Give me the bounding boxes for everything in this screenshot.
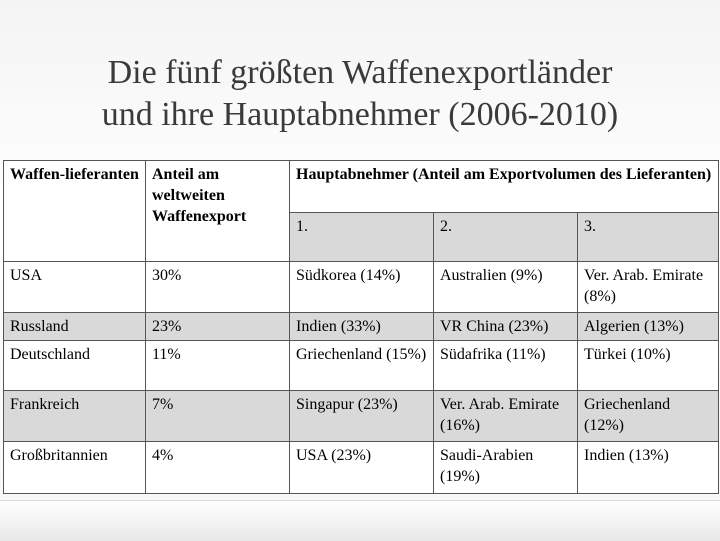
subheader-row: 1. 2. 3. — [4, 212, 719, 262]
table-cell: Saudi-Arabien (19%) — [433, 441, 578, 494]
title-line: Die fünf größten Waffenexportländer — [107, 54, 613, 91]
page-edge — [0, 500, 720, 541]
table-cell: Ver. Arab. Emirate (8%) — [577, 261, 719, 313]
slide-title: Die fünf größten Waffenexportländer und … — [0, 52, 720, 136]
data-row: Frankreich 7% Singapur (23%) Ver. Arab. Emi… — [3, 390, 719, 442]
table-cell: Griechenland (12%) — [577, 390, 719, 442]
table-cell: Frankreich — [3, 390, 146, 442]
table-cell: Türkei (10%) — [577, 340, 719, 391]
table-cell: Deutschland — [3, 340, 146, 391]
subheader-cell: 3. — [577, 212, 719, 262]
table-cell: Russland — [3, 312, 146, 341]
table-cell: USA (23%) — [289, 441, 434, 494]
table-cell: Australien (9%) — [433, 261, 578, 313]
table-cell: Indien (13%) — [577, 441, 719, 494]
table-cell: 23% — [145, 312, 290, 341]
table-cell: Singapur (23%) — [289, 390, 434, 442]
table-cell: Griechenland (15%) — [289, 340, 434, 391]
table-cell: 7% — [145, 390, 290, 442]
table-cell: Südkorea (14%) — [289, 261, 434, 313]
header-row: Waffen-lieferanten Anteil am weltweiten … — [3, 160, 719, 262]
data-row: USA 30% Südkorea (14%) Australien (9%) Ver. … — [3, 261, 719, 313]
data-row: Großbritannien 4% USA (23%) Saudi-Arabien (… — [3, 441, 719, 494]
subheader-cell: 2. — [433, 212, 578, 262]
header-cell: Hauptabnehmer (Anteil am Exportvolumen d… — [289, 160, 719, 213]
title-line: und ihre Hauptabnehmer (2006-2010) — [101, 96, 619, 133]
table-cell: Großbritannien — [3, 441, 146, 494]
table-cell: Ver. Arab. Emirate (16%) — [433, 390, 578, 442]
data-row: Russland 23% Indien (33%) VR China (23%) Alg… — [3, 312, 719, 341]
table-cell: 4% — [145, 441, 290, 494]
table-cell: Indien (33%) — [289, 312, 434, 341]
header-cell: Waffen-lieferanten — [3, 160, 146, 262]
table-cell: VR China (23%) — [433, 312, 578, 341]
data-row: Deutschland 11% Griechenland (15%) Südafrik… — [3, 340, 719, 391]
table-cell: 30% — [145, 261, 290, 313]
table-cell: Südafrika (11%) — [433, 340, 578, 391]
table-cell: Algerien (13%) — [577, 312, 719, 341]
table-cell: USA — [3, 261, 146, 313]
subheader-cell: 1. — [289, 212, 434, 262]
header-cell: Anteil am weltweiten Waffenexport — [145, 160, 290, 262]
table-cell: 11% — [145, 340, 290, 391]
export-table: Waffen-lieferanten Anteil am weltweiten … — [3, 160, 719, 494]
